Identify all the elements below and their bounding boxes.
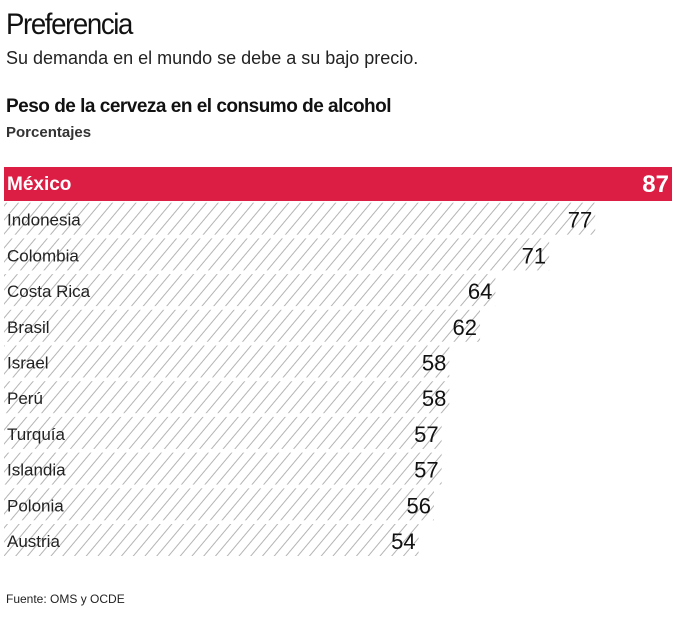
bar-brasil (4, 309, 481, 342)
bar-polonia (4, 488, 434, 521)
value-label: 71 (522, 243, 546, 268)
value-label: 87 (642, 171, 669, 198)
bar-israel (4, 345, 450, 378)
value-label: 64 (468, 279, 492, 304)
category-label: Israel (7, 354, 49, 373)
value-label: 62 (453, 315, 477, 340)
page-subtitle: Su demanda en el mundo se debe a su bajo… (6, 48, 419, 68)
page-title: Preferencia (6, 8, 133, 41)
category-label: Brasil (7, 318, 50, 337)
category-label: Indonesia (7, 211, 81, 230)
category-label: Turquía (7, 425, 66, 444)
value-label: 57 (414, 458, 438, 483)
chart-unit: Porcentajes (6, 124, 92, 141)
category-label: Costa Rica (7, 282, 91, 301)
bar-costa-rica (4, 274, 496, 307)
bar-turquía (4, 416, 442, 449)
value-label: 58 (422, 386, 446, 411)
chart-title: Peso de la cerveza en el consumo de alco… (6, 96, 392, 117)
value-label: 58 (422, 351, 446, 376)
category-label: Perú (7, 389, 43, 408)
bar-indonesia (4, 202, 596, 235)
value-label: 54 (391, 529, 415, 554)
value-label: 77 (568, 208, 592, 233)
value-label: 56 (406, 493, 430, 518)
bar-méxico (4, 167, 672, 201)
value-label: 57 (414, 422, 438, 447)
bar-islandia (4, 452, 442, 485)
source-note: Fuente: OMS y OCDE (6, 592, 125, 606)
bar-perú (4, 381, 450, 414)
category-label: Polonia (7, 496, 64, 515)
category-label: México (7, 174, 71, 195)
bar-colombia (4, 238, 550, 271)
category-label: Austria (7, 532, 60, 551)
bar-austria (4, 524, 419, 556)
category-label: Islandia (7, 461, 66, 480)
category-label: Colombia (7, 246, 79, 265)
